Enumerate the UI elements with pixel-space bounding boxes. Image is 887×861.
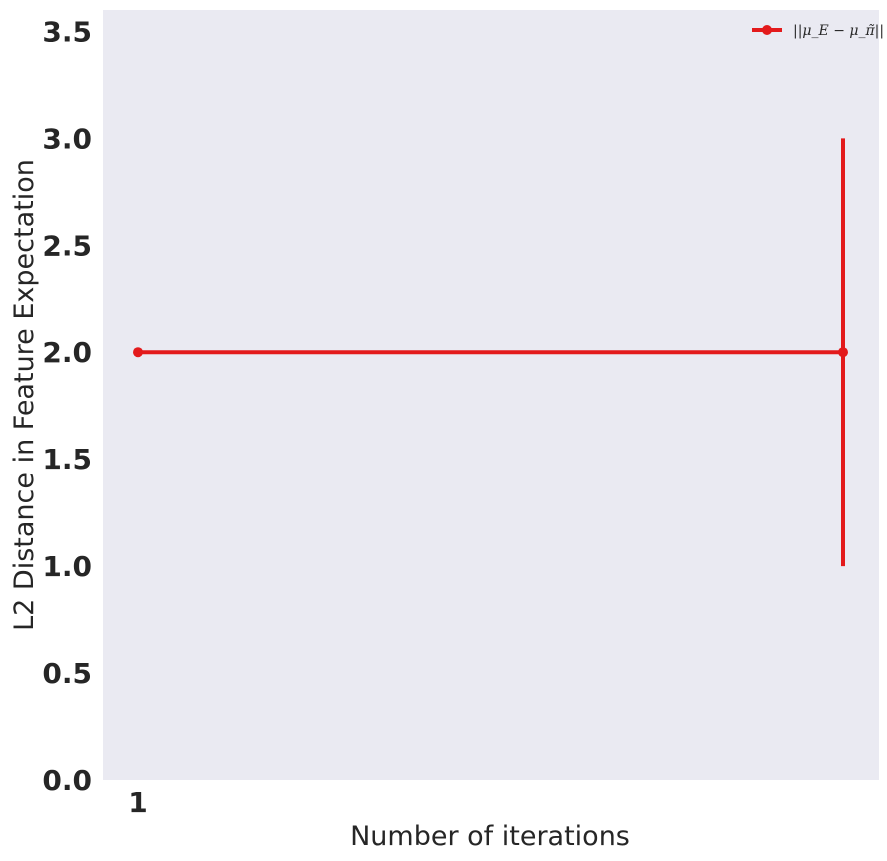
legend-marker xyxy=(762,25,772,35)
y-tick-label: 3.0 xyxy=(42,122,92,155)
x-axis-ticks: 1 xyxy=(128,786,147,819)
data-point xyxy=(133,347,143,358)
plot-background xyxy=(103,10,879,780)
x-axis-label: Number of iterations xyxy=(350,821,630,852)
y-tick-label: 2.0 xyxy=(42,336,92,369)
y-tick-label: 0.5 xyxy=(42,657,92,690)
y-tick-label: 3.5 xyxy=(42,15,92,48)
y-axis-label: L2 Distance in Feature Expectation xyxy=(9,159,40,631)
legend: ||μ_E − μ_π̃|| xyxy=(752,23,884,39)
x-tick-label: 1 xyxy=(128,786,147,819)
data-point xyxy=(838,347,848,358)
legend-label: ||μ_E − μ_π̃|| xyxy=(793,23,884,39)
y-tick-label: 1.0 xyxy=(42,550,92,583)
y-axis-ticks: 0.0 0.5 1.0 1.5 2.0 2.5 3.0 3.5 xyxy=(42,15,92,797)
y-tick-label: 1.5 xyxy=(42,443,92,476)
y-tick-label: 0.0 xyxy=(42,764,92,797)
y-tick-label: 2.5 xyxy=(42,229,92,262)
series-layer xyxy=(133,138,848,567)
